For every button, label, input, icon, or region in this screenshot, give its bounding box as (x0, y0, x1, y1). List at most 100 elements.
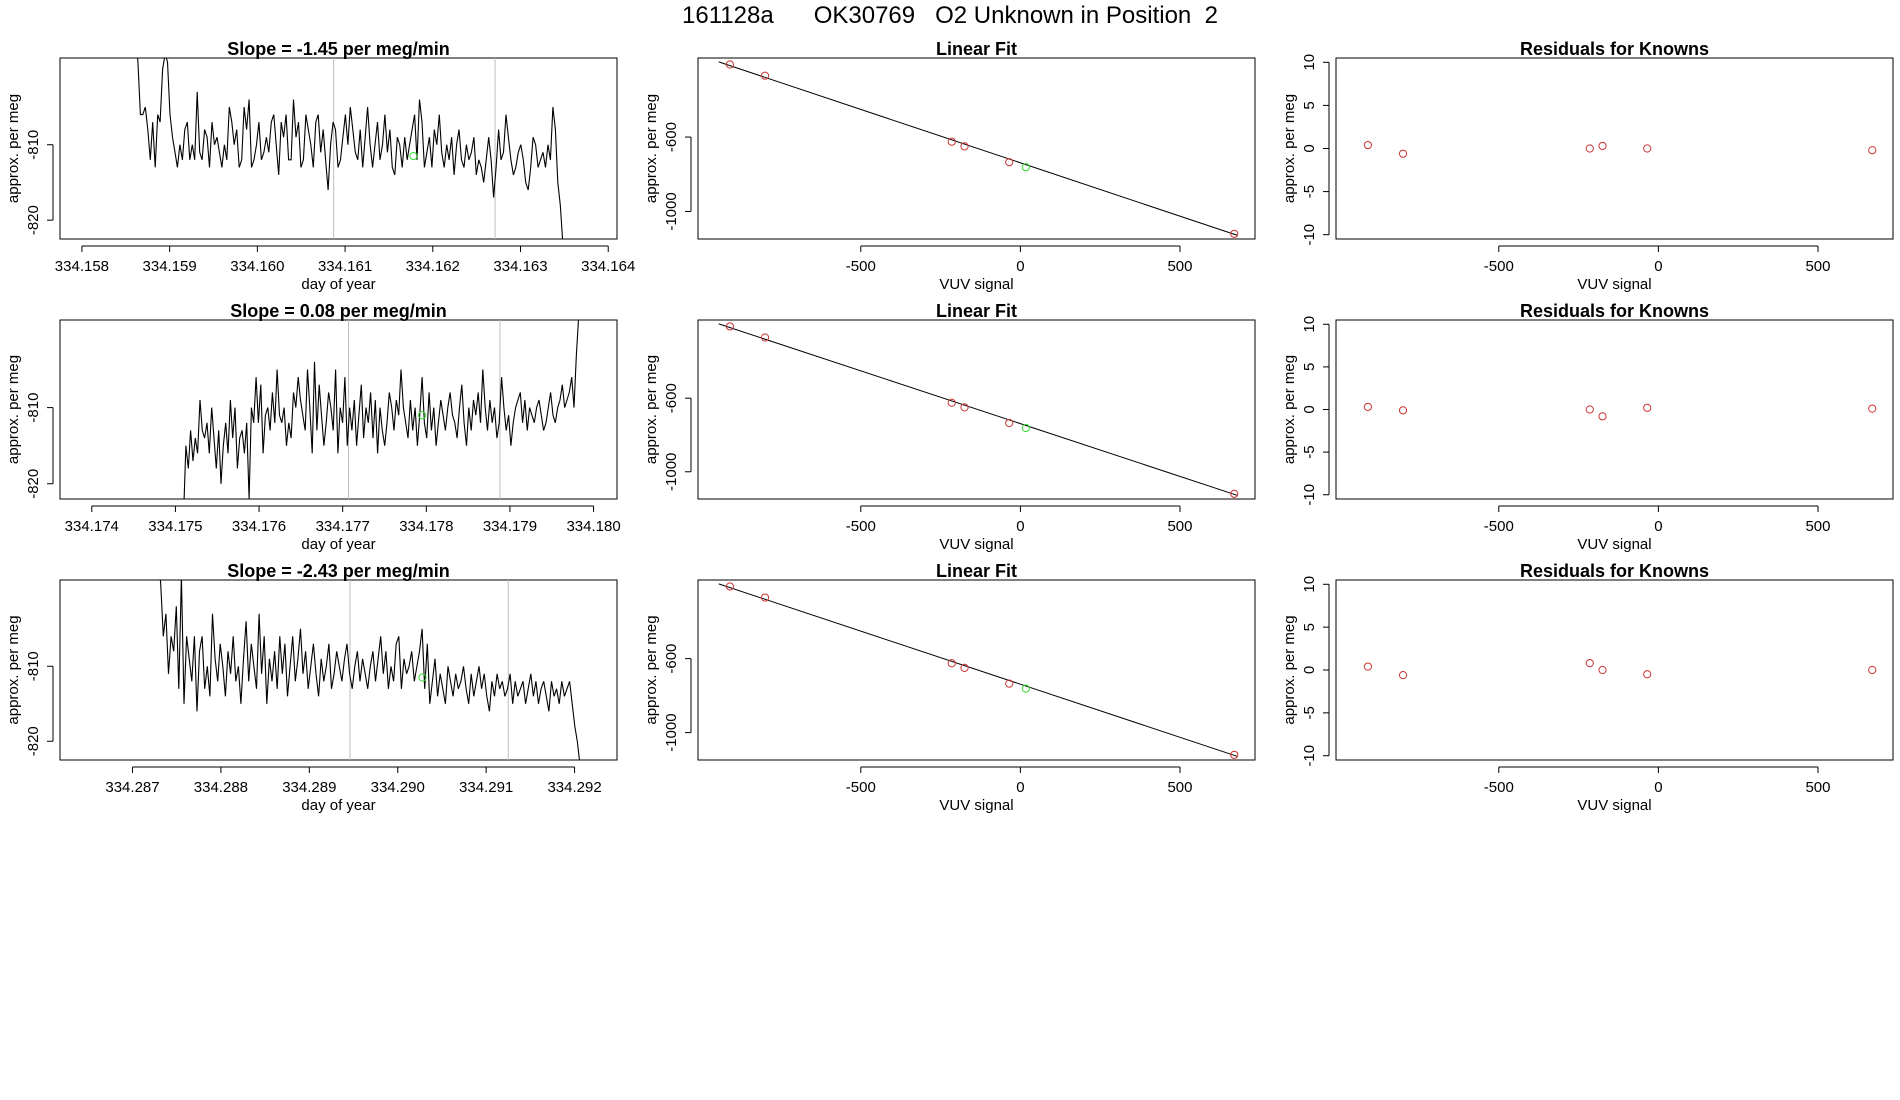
x-tick-label: 334.158 (55, 258, 109, 275)
known-point (960, 403, 969, 412)
known-point (1868, 146, 1877, 155)
x-tick-label: 334.175 (148, 518, 202, 535)
y-tick-label: -810 (25, 130, 42, 160)
x-tick-label: 500 (1167, 518, 1192, 535)
panel-fit2: Linear Fit -500 0 500 VUV signal -1000 -600app… (643, 301, 1256, 553)
x-tick-label: 334.292 (547, 779, 601, 796)
panel-fit3: Linear Fit -500 0 500 VUV signal -1000 -600app… (643, 561, 1256, 814)
x-tick-label: 334.161 (318, 258, 372, 275)
y-axis-label: approx. per meg (1281, 355, 1298, 464)
y-tick-label: -820 (25, 726, 42, 756)
x-axis-label: VUV signal (939, 276, 1013, 293)
y-tick-label: -5 (1301, 185, 1318, 198)
x-tick-label: 334.179 (483, 518, 537, 535)
x-tick-label: 500 (1805, 258, 1830, 275)
plot-frame (1335, 57, 1894, 240)
panel-res2: Residuals for Knowns -500 0 500 VUV signal -1… (1281, 301, 1894, 553)
x-tick-label: 334.177 (316, 518, 370, 535)
x-tick-label: -500 (1484, 518, 1514, 535)
known-point (1585, 144, 1594, 153)
known-point (725, 582, 735, 591)
panel-title: Residuals for Knowns (1520, 561, 1709, 581)
x-tick-label: 334.162 (406, 258, 460, 275)
plot-area (718, 60, 1239, 238)
known-point (1005, 679, 1014, 688)
panel-ts2: Slope = 0.08 per meg/min 334.174 334.175 33… (5, 301, 621, 553)
plot-area (718, 322, 1239, 498)
y-axis-label: approx. per meg (643, 94, 660, 203)
figure-title: 161128a OK30769 O2 Unknown in Position 2 (682, 2, 1218, 29)
unknown-point (1021, 684, 1030, 693)
y-tick-label: -10 (1301, 745, 1318, 767)
x-axis-label: VUV signal (1577, 276, 1651, 293)
x-tick-label: 0 (1654, 779, 1662, 796)
plot-frame (1335, 319, 1894, 500)
y-tick-label: -600 (663, 383, 680, 413)
x-axis-label: VUV signal (939, 797, 1013, 814)
known-point (947, 137, 956, 146)
known-point (947, 659, 956, 668)
plot-frame (59, 57, 618, 240)
plot-frame (59, 579, 618, 761)
panel-title: Slope = -2.43 per meg/min (227, 561, 450, 581)
y-tick-label: 5 (1301, 623, 1318, 631)
unknown-sample-point (418, 411, 427, 420)
plot-area (1363, 402, 1877, 421)
plot-frame (697, 319, 1256, 500)
fit-line (718, 61, 1238, 236)
x-axis-label: day of year (301, 797, 375, 814)
plot-frame (59, 319, 618, 500)
x-tick-label: 500 (1805, 518, 1830, 535)
panel-ts3: Slope = -2.43 per meg/min 334.287 334.288 3… (5, 561, 618, 814)
x-tick-label: 0 (1654, 518, 1662, 535)
y-axis-label: approx. per meg (1281, 94, 1298, 203)
panel-title: Linear Fit (936, 301, 1017, 321)
x-tick-label: 334.290 (371, 779, 425, 796)
known-point (1363, 140, 1373, 150)
x-axis-label: VUV signal (939, 536, 1013, 553)
y-tick-label: -810 (25, 393, 42, 423)
y-axis-label: approx. per meg (5, 615, 22, 724)
plot-frame (697, 57, 1256, 240)
unknown-point (1021, 163, 1030, 172)
plot-area (159, 580, 581, 760)
known-point (1643, 670, 1652, 679)
y-axis-label: approx. per meg (5, 94, 22, 203)
x-tick-label: 0 (1016, 779, 1024, 796)
y-tick-label: 0 (1301, 405, 1318, 413)
known-point (1005, 418, 1014, 428)
y-axis-label: approx. per meg (1281, 615, 1298, 724)
known-point (1398, 149, 1408, 158)
panel-fit1: Linear Fit -500 0 500 VUV signal -1000 -600app… (643, 39, 1256, 293)
known-point (1398, 671, 1408, 680)
y-tick-label: 0 (1301, 666, 1318, 674)
unknown-sample-point (418, 673, 427, 682)
x-tick-label: 334.163 (493, 258, 547, 275)
known-point (1363, 662, 1373, 671)
series-line (159, 580, 581, 760)
unknown-point (1021, 423, 1030, 433)
plot-area (718, 582, 1239, 759)
panel-res1: Residuals for Knowns -500 0 500 VUV signal -1… (1281, 39, 1894, 293)
y-tick-label: -810 (25, 651, 42, 681)
fit-line (718, 323, 1238, 496)
y-axis-label: approx. per meg (643, 615, 660, 724)
known-point (1643, 144, 1652, 153)
known-point (1868, 404, 1877, 413)
y-axis-label: approx. per meg (643, 355, 660, 464)
x-tick-label: 500 (1805, 779, 1830, 796)
plot-frame (697, 579, 1256, 761)
known-point (725, 322, 735, 331)
panel-title: Residuals for Knowns (1520, 39, 1709, 59)
y-tick-label: -820 (25, 469, 42, 499)
y-tick-label: -600 (663, 122, 680, 152)
series-line (183, 320, 580, 499)
x-tick-label: 0 (1016, 518, 1024, 535)
x-tick-label: 334.291 (459, 779, 513, 796)
x-tick-label: -500 (1484, 779, 1514, 796)
y-tick-label: -820 (25, 205, 42, 235)
y-tick-label: 5 (1301, 363, 1318, 371)
fit-line (718, 583, 1238, 757)
known-point (1598, 412, 1607, 421)
